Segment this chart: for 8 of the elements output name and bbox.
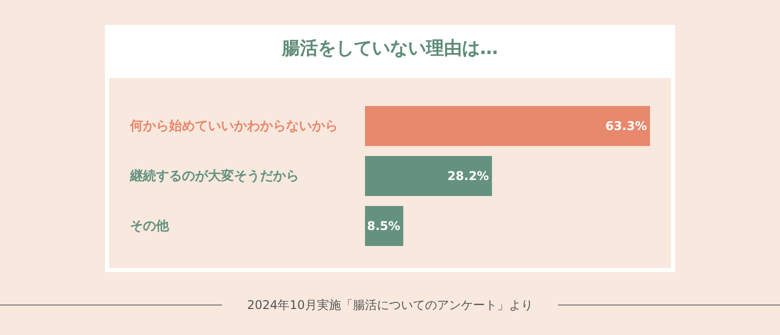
data-label: 8.5% — [366, 219, 400, 233]
data-label: 28.2% — [447, 169, 489, 183]
chart-title: 腸活をしていない理由は… — [281, 38, 498, 59]
y-tick-label: その他 — [130, 219, 170, 234]
text: 2024年10月実施「腸活についてのアンケート」より — [247, 298, 533, 312]
y-tick-label: 何から始めていいかわからないから — [129, 119, 338, 134]
y-tick-label: 継続するのが大変そうだから — [129, 168, 299, 184]
data-label: 63.3% — [605, 119, 647, 133]
